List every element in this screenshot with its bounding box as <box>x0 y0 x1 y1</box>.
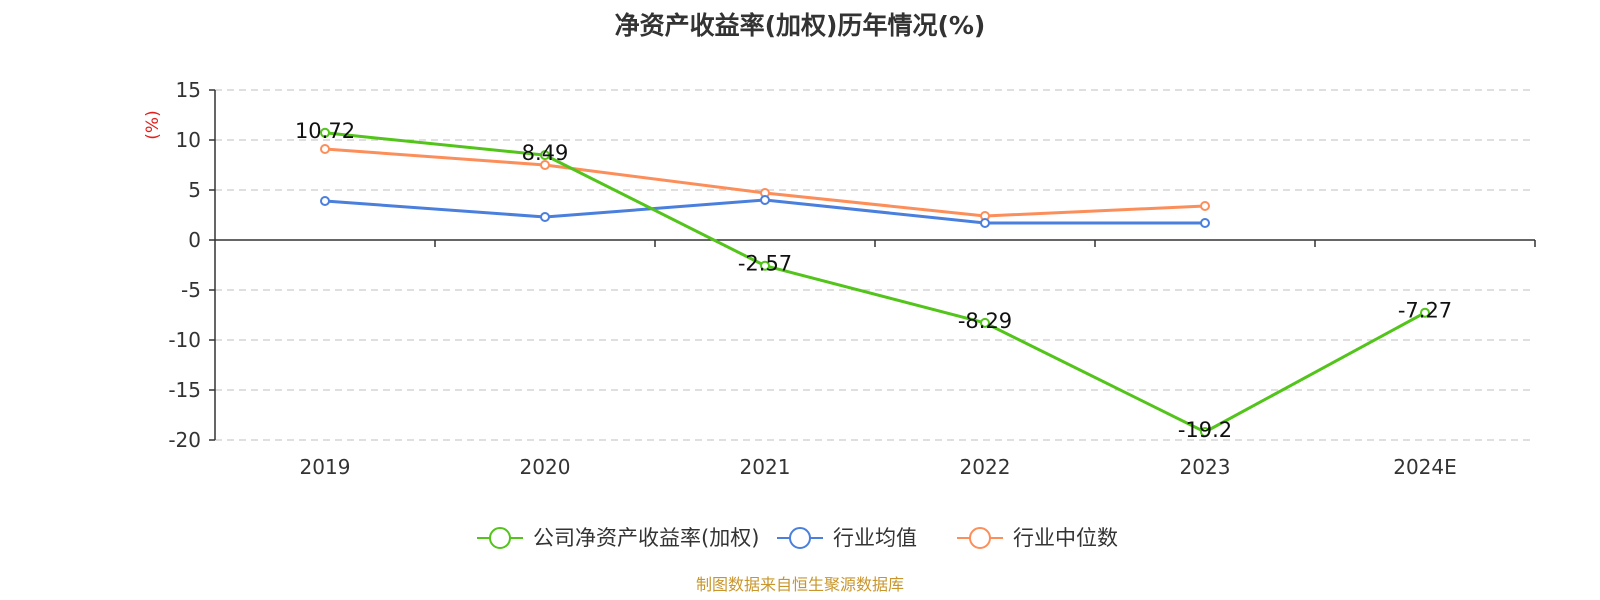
x-tick-label: 2020 <box>520 455 571 479</box>
series-point <box>320 127 330 138</box>
series-point <box>1200 218 1210 228</box>
y-tick-label: 5 <box>188 178 201 202</box>
data-label: 8.49 <box>522 141 569 165</box>
data-label: -19.2 <box>1178 418 1232 442</box>
series-point <box>1420 307 1430 318</box>
chart-title: 净资产收益率(加权)历年情况(%) <box>614 11 986 40</box>
y-tick-label: -20 <box>168 428 201 452</box>
series-point <box>980 317 990 328</box>
legend-label: 行业中位数 <box>1013 526 1118 550</box>
x-tick-label: 2023 <box>1180 455 1231 479</box>
series-point <box>760 260 770 271</box>
series-point <box>320 196 330 206</box>
y-tick-label: 10 <box>176 128 201 152</box>
series-point <box>540 150 550 161</box>
series-point <box>760 195 770 205</box>
grid-layer <box>215 89 1535 441</box>
footer-source-text: 制图数据来自恒生聚源数据库 <box>696 575 904 594</box>
data-label: -8.29 <box>958 309 1012 333</box>
axis-layer: 15 10 5 0 -5 -10 -15 -20 2019 2020 2021 2022 2023 202… <box>143 78 1536 479</box>
series-point <box>540 160 550 170</box>
data-label: 10.72 <box>295 119 355 143</box>
y-tick-label: 15 <box>176 78 201 102</box>
x-tick-label: 2022 <box>960 455 1011 479</box>
legend-label: 行业均值 <box>833 526 917 550</box>
data-label: -7.27 <box>1398 299 1452 323</box>
legend-marker-circle <box>489 527 511 549</box>
series-point <box>1200 201 1210 211</box>
legend-marker-circle <box>969 527 991 549</box>
y-axis-label: (%) <box>143 110 163 139</box>
series-line <box>324 147 1206 218</box>
legend-label: 公司净资产收益率(加权) <box>533 526 759 550</box>
series-point <box>980 218 990 228</box>
y-tick-label: -5 <box>181 278 201 302</box>
x-tick-label: 2021 <box>740 455 791 479</box>
x-tick-label: 2019 <box>300 455 351 479</box>
series-point <box>540 212 550 222</box>
x-tick-label: 2024E <box>1393 455 1457 479</box>
legend-marker-circle <box>789 527 811 549</box>
legend: 公司净资产收益率(加权) 行业均值 行业中位数 <box>477 526 1118 550</box>
series-point <box>320 144 330 154</box>
y-tick-label: 0 <box>188 228 201 252</box>
series-line <box>324 131 1426 434</box>
data-label-layer: 10.72 8.49 -2.57 -8.29 -19.2 -7.27 <box>295 119 1452 442</box>
y-tick-label: -15 <box>168 378 201 402</box>
series-point <box>1200 427 1210 437</box>
data-label: -2.57 <box>738 252 792 276</box>
y-tick-label: -10 <box>168 328 201 352</box>
series-layer <box>320 127 1430 437</box>
